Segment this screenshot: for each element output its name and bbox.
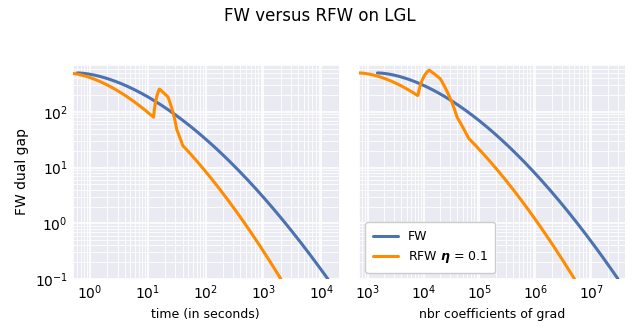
RFW $\boldsymbol{\eta}$ = 0.1 (426, 68, 433, 72)
FW (490, 130, 497, 134)
Legend: FW, RFW $\boldsymbol{\eta}$ = 0.1: FW, RFW $\boldsymbol{\eta}$ = 0.1 (365, 222, 495, 273)
FW (504, 143, 511, 148)
Y-axis label: FW dual gap: FW dual gap (15, 128, 29, 215)
RFW $\boldsymbol{\eta}$ = 0.1 (459, 126, 467, 130)
RFW $\boldsymbol{\eta}$ = 0.1 (532, 218, 540, 222)
FW (609, 268, 616, 272)
RFW $\boldsymbol{\eta}$ = 0.1 (571, 277, 579, 281)
RFW $\boldsymbol{\eta}$ = 0.1 (355, 71, 363, 75)
RFW $\boldsymbol{\eta}$ = 0.1 (458, 123, 465, 127)
FW (488, 129, 495, 133)
FW (571, 218, 579, 222)
FW (374, 71, 381, 75)
RFW $\boldsymbol{\eta}$ = 0.1 (566, 269, 573, 274)
Text: FW versus RFW on LGL: FW versus RFW on LGL (224, 7, 416, 25)
RFW $\boldsymbol{\eta}$ = 0.1 (472, 144, 480, 148)
FW (614, 277, 622, 281)
RFW $\boldsymbol{\eta}$ = 0.1 (484, 157, 492, 161)
Line: FW: FW (378, 73, 618, 279)
X-axis label: time (in seconds): time (in seconds) (151, 308, 260, 321)
FW (516, 156, 524, 160)
X-axis label: nbr coefficients of grad: nbr coefficients of grad (419, 308, 565, 321)
Line: RFW $\boldsymbol{\eta}$ = 0.1: RFW $\boldsymbol{\eta}$ = 0.1 (359, 70, 575, 279)
